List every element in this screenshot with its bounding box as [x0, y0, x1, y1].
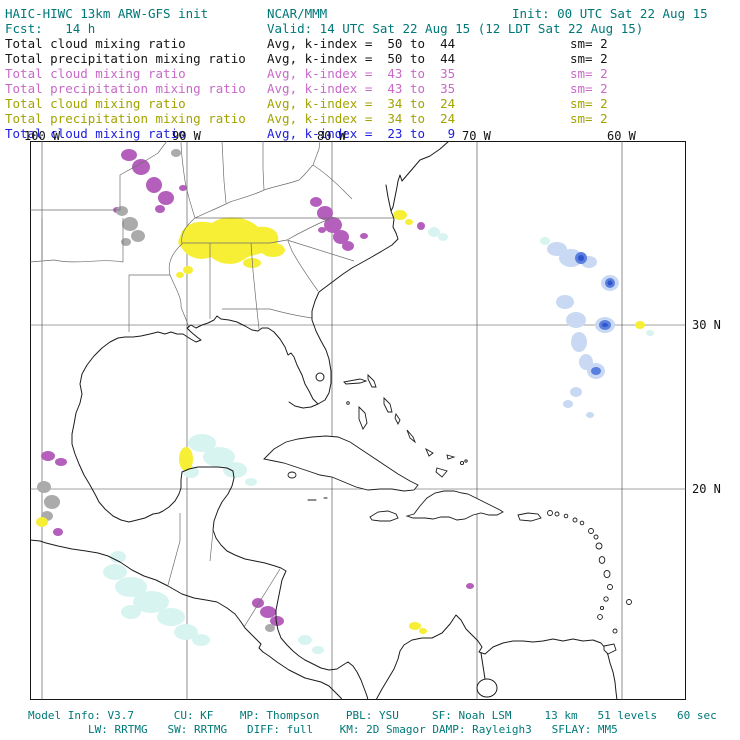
legend-kindex: Avg, k-index = 34 to 24	[267, 111, 456, 126]
north-america-coast	[71, 141, 450, 700]
cayman-islands	[307, 497, 328, 501]
legend-row: Total precipitation mixing ratio Avg, k-…	[0, 111, 740, 126]
model-title: HAIC-HIWC 13km ARW-GFS init	[5, 6, 209, 21]
coastline	[30, 141, 618, 700]
legend-label: Total cloud mixing ratio	[5, 36, 186, 51]
legend-row: Total cloud mixing ratio Avg, k-index = …	[0, 36, 740, 51]
legend-sm: sm= 2	[570, 66, 608, 81]
legend-kindex: Avg, k-index = 34 to 24	[267, 96, 456, 111]
lon-label-60w: 60 W	[607, 129, 636, 143]
lat-label-20n: 20 N	[692, 482, 721, 496]
legend-kindex: Avg, k-index = 50 to 44	[267, 36, 456, 51]
lon-label-70w: 70 W	[462, 129, 491, 143]
lake-maracaibo	[476, 678, 498, 698]
trinidad	[603, 643, 617, 655]
lon-label-80w: 80 W	[317, 129, 346, 143]
cuba	[263, 435, 419, 492]
florida-keys	[288, 401, 319, 409]
legend-kindex: Avg, k-index = 23 to 9	[267, 126, 456, 141]
map-plot	[30, 141, 686, 700]
legend-label: Total precipitation mixing ratio	[5, 111, 246, 126]
state-borders	[30, 141, 393, 628]
lake-okeechobee	[315, 372, 325, 382]
forecast-hour: Fcst: 14 h	[5, 21, 96, 36]
legend-sm: sm= 2	[570, 36, 608, 51]
legend-sm: sm= 2	[570, 81, 608, 96]
legend-row: Total precipitation mixing ratio Avg, k-…	[0, 51, 740, 66]
legend-row: Total cloud mixing ratio Avg, k-index = …	[0, 126, 740, 141]
puerto-rico	[517, 512, 542, 522]
legend-label: Total cloud mixing ratio	[5, 66, 186, 81]
hispaniola	[405, 490, 504, 521]
legend-kindex: Avg, k-index = 50 to 44	[267, 51, 456, 66]
header-line-2: Fcst: 14 h Valid: 14 UTC Sat 22 Aug 15 (…	[0, 21, 740, 36]
legend-sm: sm= 2	[570, 51, 608, 66]
init-time: Init: 00 UTC Sat 22 Aug 15	[512, 6, 708, 21]
physics-info-line: LW: RRTMG SW: RRTMG DIFF: full KM: 2D Sm…	[88, 723, 618, 736]
legend-row: Total precipitation mixing ratio Avg, k-…	[0, 81, 740, 96]
valid-time: Valid: 14 UTC Sat 22 Aug 15 (12 LDT Sat …	[267, 21, 644, 36]
lesser-antilles	[547, 510, 632, 634]
jamaica	[369, 510, 399, 522]
legend-kindex: Avg, k-index = 43 to 35	[267, 81, 456, 96]
legend-row: Total cloud mixing ratio Avg, k-index = …	[0, 66, 740, 81]
map-frame	[30, 141, 686, 700]
legend-label: Total cloud mixing ratio	[5, 126, 186, 141]
legend-label: Total precipitation mixing ratio	[5, 81, 246, 96]
lat-label-30n: 30 N	[692, 318, 721, 332]
mixing-ratio-blobs	[36, 149, 654, 654]
model-info-line: Model Info: V3.7 CU: KF MP: Thompson PBL…	[28, 709, 717, 722]
legend-sm: sm= 2	[570, 111, 608, 126]
islands	[263, 373, 632, 655]
legend-sm: sm= 2	[570, 96, 608, 111]
pacific-coast	[30, 539, 343, 700]
legend-label: Total precipitation mixing ratio	[5, 51, 246, 66]
lon-label-100w: 100 W	[24, 129, 61, 143]
header-line-1: HAIC-HIWC 13km ARW-GFS init NCAR/MMM Ini…	[0, 6, 740, 21]
lon-label-90w: 90 W	[172, 129, 201, 143]
isle-of-youth	[287, 471, 297, 479]
legend-label: Total cloud mixing ratio	[5, 96, 186, 111]
center-name: NCAR/MMM	[267, 6, 328, 21]
legend-row: Total cloud mixing ratio Avg, k-index = …	[0, 96, 740, 111]
bahamas	[343, 373, 468, 478]
legend-kindex: Avg, k-index = 43 to 35	[267, 66, 456, 81]
